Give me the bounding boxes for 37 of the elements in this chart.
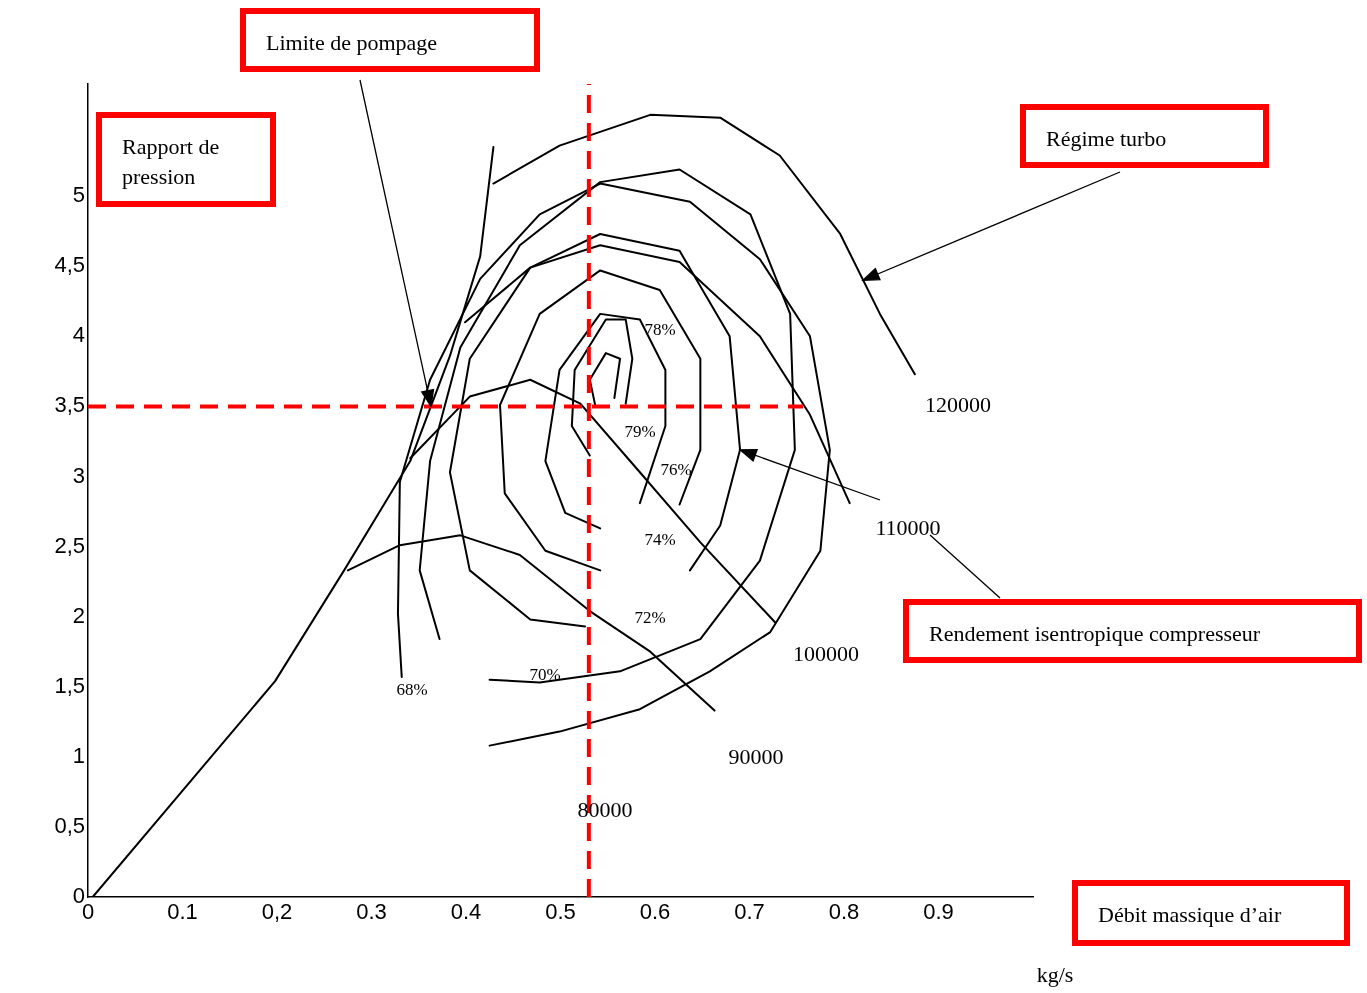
- annotation: 110000: [875, 515, 941, 541]
- y-tick-label: 1: [72, 742, 85, 768]
- x-tick-label: 0.6: [639, 899, 671, 925]
- annotation: 74%: [644, 530, 676, 550]
- x-axis-title: Débit massique d’air: [1072, 880, 1350, 946]
- annotation: 90000: [728, 744, 784, 770]
- annotation: Rendement isentropique compresseur: [903, 599, 1362, 663]
- y-tick-label: 2: [72, 602, 85, 628]
- x-tick-label: 0.8: [828, 899, 860, 925]
- y-tick-label: 1,5: [54, 672, 85, 698]
- annotation: 120000: [925, 392, 991, 418]
- x-tick-label: 0.4: [450, 899, 482, 925]
- y-tick-label: 3,5: [54, 392, 85, 418]
- annotation: 79%: [624, 422, 656, 442]
- y-tick-label: 4: [72, 322, 85, 348]
- y-tick-label: 0,5: [54, 812, 85, 838]
- annotation: 78%: [644, 320, 676, 340]
- y-tick-label: 4,5: [54, 252, 85, 278]
- y-tick-label: 5: [72, 182, 85, 208]
- x-tick-label: 0.9: [923, 899, 954, 925]
- x-tick-label: 0.3: [356, 899, 387, 925]
- x-tick-label: 0,2: [261, 899, 293, 925]
- annotation: 100000: [793, 641, 859, 667]
- annotation: Limite de pompage: [240, 8, 540, 72]
- y-axis-title: Rapport de pression: [96, 112, 276, 207]
- annotation: 76%: [660, 460, 692, 480]
- annotation: 70%: [529, 665, 561, 685]
- y-tick-label: 3: [72, 462, 85, 488]
- x-tick-label: 0.5: [545, 899, 576, 925]
- x-tick-label: 0.1: [167, 899, 198, 925]
- annotation: Régime turbo: [1020, 104, 1269, 168]
- annotation: 72%: [634, 608, 666, 628]
- annotation: 80000: [577, 797, 633, 823]
- x-tick-label: 0.7: [734, 899, 765, 925]
- y-tick-label: 2,5: [54, 532, 85, 558]
- text: kg/s: [1036, 962, 1074, 988]
- annotation: 68%: [396, 680, 428, 700]
